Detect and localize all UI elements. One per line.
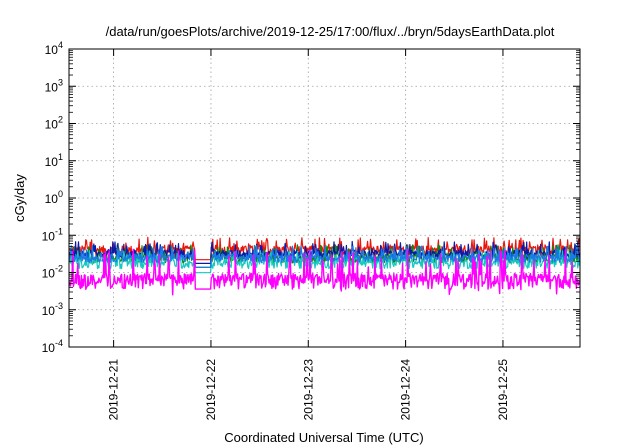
series-line bbox=[68, 248, 581, 296]
x-tick-label: 2019-12-22 bbox=[204, 359, 218, 421]
x-tick-label: 2019-12-25 bbox=[496, 359, 510, 421]
y-tick-label: 103 bbox=[45, 77, 63, 94]
y-tick-label: 101 bbox=[45, 152, 63, 169]
y-tick-label: 104 bbox=[45, 40, 63, 57]
x-tick-label: 2019-12-21 bbox=[107, 359, 121, 421]
y-tick-label: 10-3 bbox=[42, 301, 63, 318]
y-tick-label: 102 bbox=[45, 115, 63, 132]
data-series bbox=[68, 236, 581, 296]
x-tick-label: 2019-12-24 bbox=[399, 359, 413, 421]
y-tick-label: 100 bbox=[45, 189, 63, 206]
axis-ticks: 104 103 102 101 100 10-1 10-2 10-3 10-4 2019-12-2… bbox=[42, 40, 580, 420]
y-tick-label: 10-1 bbox=[42, 226, 63, 243]
series-line bbox=[68, 244, 581, 268]
y-tick-label: 10-2 bbox=[42, 264, 63, 281]
x-axis-label: Coordinated Universal Time (UTC) bbox=[224, 430, 423, 445]
y-tick-label: 10-4 bbox=[42, 338, 63, 355]
y-axis-label: cGy/day bbox=[12, 174, 27, 222]
chart-title: /data/run/goesPlots/archive/2019-12-25/1… bbox=[106, 24, 555, 39]
x-tick-label: 2019-12-23 bbox=[301, 359, 315, 421]
grid-lines bbox=[69, 49, 580, 347]
